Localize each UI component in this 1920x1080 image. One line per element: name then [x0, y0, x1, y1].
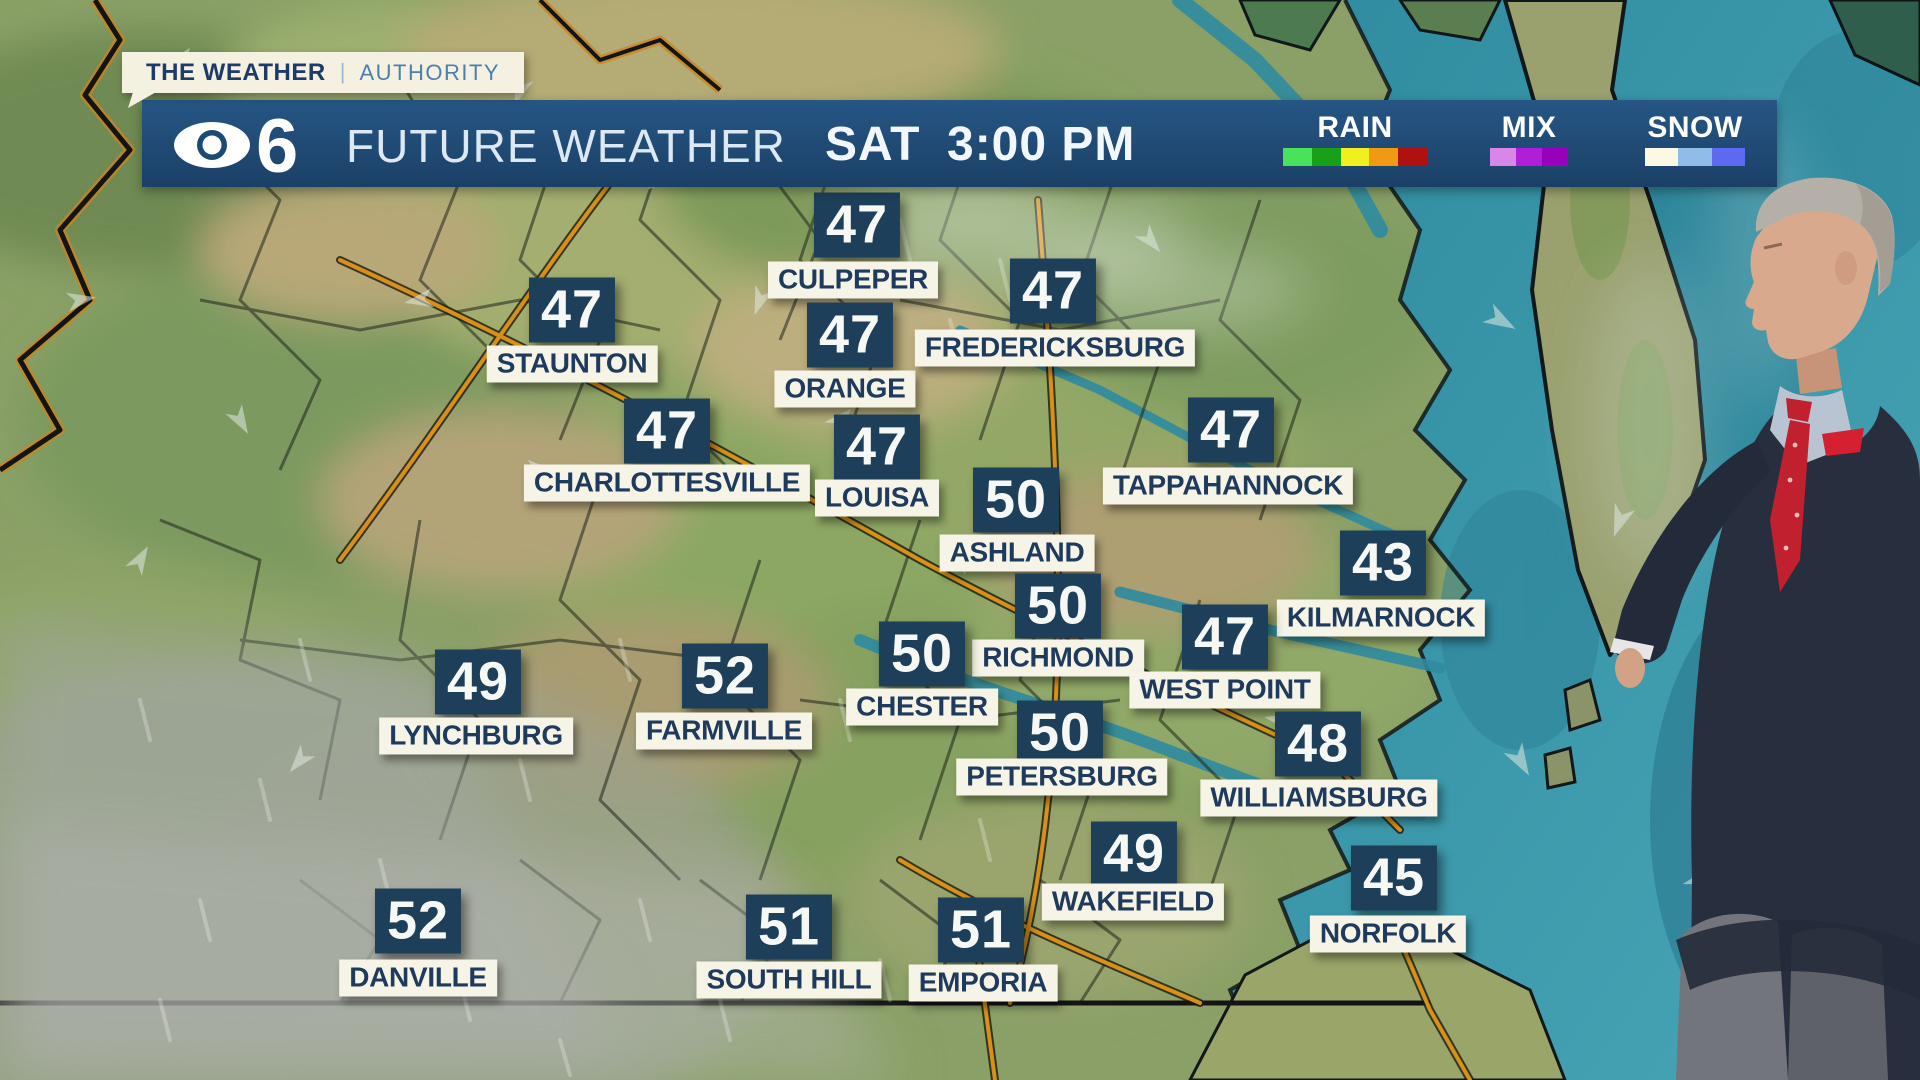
coastline	[1208, 0, 1473, 1080]
presenter-hair	[1755, 177, 1895, 296]
legend-rain: RAIN	[1283, 112, 1427, 166]
legend-snow-label: SNOW	[1647, 111, 1743, 144]
legend-swatch	[1398, 148, 1427, 166]
presenter-ear	[1835, 251, 1857, 285]
program-title: FUTURE WEATHER	[346, 120, 786, 172]
cbs6-logo: 6	[174, 104, 298, 184]
rain-streaks	[138, 218, 1012, 1077]
legend-swatch	[1678, 148, 1712, 166]
badge-primary-text: THE WEATHER	[146, 58, 326, 86]
legend-mix-label: MIX	[1501, 111, 1557, 144]
station-number: 6	[256, 104, 298, 184]
legend-mix-scale	[1490, 148, 1568, 166]
legend-swatch	[1711, 148, 1745, 166]
presenter-brow	[1763, 242, 1783, 250]
presenter-face	[1745, 210, 1878, 360]
badge-secondary-text: AUTHORITY	[359, 59, 501, 85]
forecast-day: SAT	[825, 118, 921, 171]
weather-presenter	[1610, 177, 1920, 1080]
legend-swatch	[1311, 148, 1341, 166]
legend-swatch	[1283, 148, 1312, 166]
presenter-suit	[1690, 406, 1920, 1080]
legend-snow-scale	[1645, 148, 1745, 166]
legend-swatch	[1542, 148, 1568, 166]
forecast-time: 3:00 PM	[947, 118, 1136, 171]
header-bar: 6 FUTURE WEATHER SAT 3:00 PM RAIN MIX SN…	[142, 100, 1777, 187]
legend-swatch	[1340, 148, 1370, 166]
legend-rain-label: RAIN	[1317, 111, 1393, 144]
presenter-arm	[1612, 440, 1770, 664]
legend-rain-scale	[1283, 148, 1427, 166]
legend-swatch	[1369, 148, 1399, 166]
presenter-hair-shade	[1856, 184, 1895, 292]
legend-mix: MIX	[1490, 112, 1568, 166]
presenter-hand	[1615, 648, 1645, 688]
legend-snow: SNOW	[1645, 112, 1745, 166]
presenter-tie	[1770, 398, 1812, 592]
badge-divider: |	[339, 58, 346, 84]
legend-swatch	[1490, 148, 1516, 166]
presenter-neck	[1796, 348, 1842, 394]
legend-swatch	[1645, 148, 1679, 166]
presenter-jacket-hem	[1676, 919, 1920, 1000]
presenter-pocket-square	[1822, 428, 1864, 456]
weather-authority-badge: THE WEATHER | AUTHORITY	[122, 52, 525, 93]
legend-swatch	[1516, 148, 1542, 166]
